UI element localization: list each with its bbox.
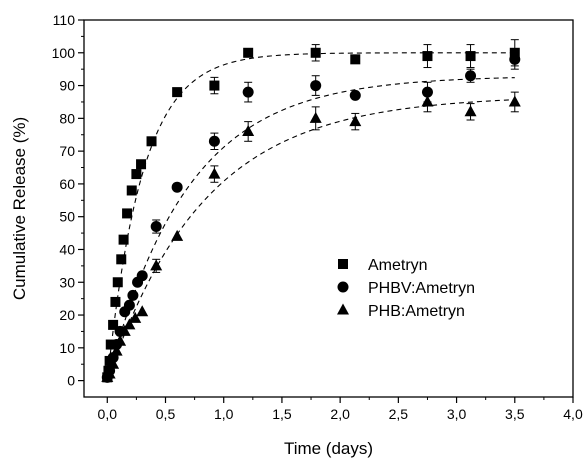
- data-point-phb-ametryn: [171, 229, 184, 241]
- data-point-phb-ametryn: [208, 167, 221, 179]
- data-markers: [101, 47, 521, 383]
- y-tick-label: 60: [59, 176, 75, 192]
- data-point-phbv-ametryn: [123, 299, 135, 311]
- fit-curve-phb-ametryn: [106, 99, 515, 381]
- y-axis-title: Cumulative Release (%): [10, 117, 29, 300]
- data-point-ametryn: [116, 254, 127, 265]
- data-point-phbv-ametryn: [421, 86, 433, 98]
- legend-label-phb-ametryn: PHB:Ametryn: [368, 303, 465, 320]
- data-point-ametryn: [131, 169, 142, 180]
- data-point-phb-ametryn: [114, 334, 127, 346]
- x-axis-title: Time (days): [284, 439, 373, 458]
- x-tick-label: 2,0: [330, 406, 350, 422]
- legend-item-ametryn: Ametryn: [338, 257, 428, 274]
- data-point-phb-ametryn: [349, 115, 362, 127]
- y-tick-label: 100: [52, 45, 76, 61]
- y-tick-label: 0: [67, 373, 75, 389]
- data-point-ametryn: [209, 80, 220, 91]
- data-point-ametryn: [108, 319, 119, 330]
- y-tick-label: 50: [59, 209, 75, 225]
- data-point-phbv-ametryn: [136, 270, 148, 282]
- data-point-phb-ametryn: [136, 305, 149, 317]
- data-point-phb-ametryn: [508, 95, 521, 107]
- data-point-phb-ametryn: [118, 324, 131, 336]
- plot-frame: [83, 19, 574, 398]
- x-tick-label: 3,5: [505, 406, 525, 422]
- data-point-phb-ametryn: [421, 95, 434, 107]
- legend-marker-phb-ametryn: [337, 303, 349, 315]
- data-point-ametryn: [110, 296, 121, 307]
- legend-label-phbv-ametryn: PHBV:Ametryn: [368, 280, 475, 297]
- y-tick-label: 40: [59, 241, 75, 257]
- data-point-phbv-ametryn: [171, 181, 183, 193]
- y-tick-label: 30: [59, 274, 75, 290]
- data-point-phbv-ametryn: [310, 80, 322, 92]
- y-tick-label: 70: [59, 143, 75, 159]
- data-point-ametryn: [118, 234, 129, 245]
- data-point-phb-ametryn: [110, 344, 123, 356]
- data-point-ametryn: [146, 136, 157, 147]
- legend-item-phbv-ametryn: PHBV:Ametryn: [337, 280, 475, 297]
- x-tick-label: 0,0: [98, 406, 118, 422]
- legend-item-phb-ametryn: PHB:Ametryn: [337, 303, 465, 320]
- data-point-phbv-ametryn: [349, 89, 361, 101]
- data-point-ametryn: [243, 47, 254, 58]
- data-point-ametryn: [509, 47, 520, 58]
- data-point-ametryn: [126, 185, 137, 196]
- fit-curves: [106, 52, 515, 381]
- data-point-ametryn: [465, 51, 476, 62]
- y-tick-label: 10: [59, 340, 75, 356]
- data-point-phb-ametryn: [464, 105, 477, 117]
- data-point-phb-ametryn: [103, 367, 116, 379]
- y-axis-ticks: 0 10 20 30 40 50 60 70 80 90 100 110: [52, 12, 84, 389]
- data-point-phb-ametryn: [242, 124, 255, 136]
- data-point-phbv-ametryn: [465, 70, 477, 82]
- legend: Ametryn PHBV:Ametryn PHB:Ametryn: [337, 257, 475, 320]
- data-point-phbv-ametryn: [242, 86, 254, 98]
- x-tick-label: 1,5: [272, 406, 292, 422]
- data-point-phb-ametryn: [309, 111, 322, 123]
- legend-label-ametryn: Ametryn: [368, 257, 428, 274]
- y-tick-label: 110: [53, 12, 76, 28]
- data-point-ametryn: [122, 208, 133, 219]
- data-point-phb-ametryn: [123, 318, 136, 330]
- x-axis-ticks: 0,0 0,5 1,0 1,5 2,0 2,5 3,0 3,5 4,0: [98, 397, 583, 422]
- data-point-phbv-ametryn: [208, 135, 220, 147]
- data-point-phb-ametryn: [129, 311, 142, 323]
- data-point-ametryn: [310, 47, 321, 58]
- data-point-phbv-ametryn: [127, 289, 139, 301]
- data-point-phb-ametryn: [150, 259, 163, 271]
- legend-marker-phbv-ametryn: [337, 281, 349, 293]
- y-tick-label: 90: [59, 78, 75, 94]
- data-point-ametryn: [172, 87, 183, 98]
- x-tick-label: 1,0: [214, 406, 234, 422]
- data-point-phb-ametryn: [107, 357, 120, 369]
- y-tick-label: 80: [59, 110, 75, 126]
- fit-curve-ametryn: [106, 52, 515, 381]
- data-point-ametryn: [112, 277, 123, 288]
- data-point-phbv-ametryn: [150, 221, 162, 233]
- data-point-ametryn: [350, 54, 361, 65]
- x-tick-label: 2,5: [389, 406, 409, 422]
- x-tick-label: 3,0: [447, 406, 467, 422]
- legend-marker-ametryn: [338, 259, 348, 269]
- data-point-ametryn: [136, 159, 147, 170]
- x-tick-label: 4,0: [563, 406, 583, 422]
- data-point-ametryn: [105, 339, 116, 350]
- fit-curve-phbv-ametryn: [106, 77, 515, 381]
- y-tick-label: 20: [59, 307, 75, 323]
- error-bars: [152, 39, 519, 273]
- data-point-ametryn: [422, 51, 433, 62]
- x-tick-label: 0,5: [156, 406, 176, 422]
- data-point-phbv-ametryn: [509, 53, 521, 65]
